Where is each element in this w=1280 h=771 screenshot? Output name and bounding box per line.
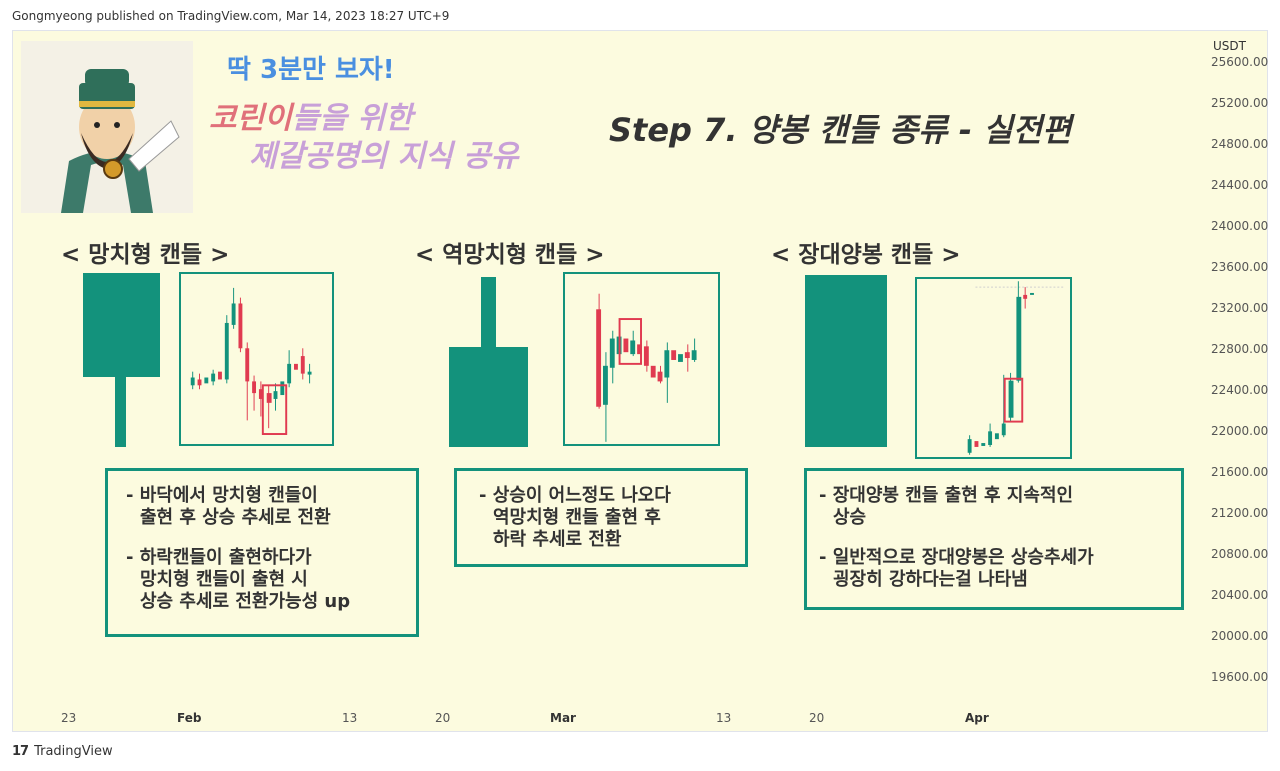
price-tick: 22000.00 [1211, 424, 1269, 438]
hammer-example-chart [179, 272, 334, 446]
publisher-line: Gongmyeong published on TradingView.com,… [12, 9, 450, 23]
price-tick: 20400.00 [1211, 588, 1269, 602]
inverted-hammer-body-shape [449, 347, 528, 447]
mini-candles [190, 287, 312, 429]
price-tick: 20000.00 [1211, 629, 1269, 643]
note-line: 상승 추세로 전환가능성 up [140, 591, 351, 612]
price-unit: USDT [1213, 39, 1246, 53]
price-tick: 23200.00 [1211, 301, 1269, 315]
time-tick: 20 [809, 711, 825, 725]
note-line: 상승 [833, 507, 867, 528]
note-line: - 장대양봉 캔들 출현 후 지속적인 [819, 485, 1074, 506]
time-tick: 20 [435, 711, 451, 725]
price-tick: 24800.00 [1211, 137, 1269, 151]
note-line: - 일반적으로 장대양봉은 상승추세가 [819, 547, 1094, 568]
note-line: - 상승이 어느정도 나오다 [479, 485, 671, 506]
time-tick: Mar [550, 711, 576, 725]
section-heading-hammer: < 망치형 캔들 > [61, 242, 230, 268]
long-bullish-highlight-box [1003, 377, 1024, 423]
subtitle-beginners-red: 코린이 [209, 101, 292, 136]
inverted-hammer-notes-box: - 상승이 어느정도 나오다 역망치형 캔들 출현 후 하락 추세로 전환 [454, 468, 748, 567]
inverted-hammer-example-chart [563, 272, 720, 446]
price-tick: 24000.00 [1211, 219, 1269, 233]
note-line: 굉장히 강하다는걸 나타냄 [833, 569, 1028, 590]
price-tick: 21200.00 [1211, 506, 1269, 520]
inverted-hammer-wick-shape [481, 277, 496, 347]
subtitle-beginners-rest: 들을 위한 [291, 101, 413, 136]
price-axis[interactable]: USDT 25600.00 25200.00 24800.00 24400.00… [1203, 31, 1269, 733]
step-title: Step 7. 양봉 캔들 종류 - 실전편 [609, 111, 1072, 149]
note-line: - 하락캔들이 출현하다가 [126, 547, 312, 568]
price-tick: 23600.00 [1211, 260, 1269, 274]
hammer-highlight-box [261, 384, 288, 435]
subtitle-3min: 딱 3분만 보자! [227, 55, 395, 85]
time-tick: Feb [177, 711, 202, 725]
long-bullish-example-chart [915, 277, 1072, 459]
note-line: - 바닥에서 망치형 캔들이 [126, 485, 318, 506]
section-heading-long-bullish: < 장대양봉 캔들 > [771, 242, 961, 268]
price-tick: 20800.00 [1211, 547, 1269, 561]
hammer-body-shape [83, 273, 160, 377]
tradingview-logo-icon: 17 [12, 744, 29, 759]
price-tick: 25600.00 [1211, 55, 1269, 69]
chart-pane[interactable]: 딱 3분만 보자! 코린이들을 위한 제갈공명의 지식 공유 Step 7. 양… [12, 30, 1268, 732]
price-tick: 22400.00 [1211, 383, 1269, 397]
price-tick: 19600.00 [1211, 670, 1269, 684]
note-line: 망치형 캔들이 출현 시 [140, 569, 308, 590]
subtitle-knowledge-share: 제갈공명의 지식 공유 [249, 139, 519, 174]
subtitle-beginners: 코린이들을 위한 [209, 93, 413, 137]
note-line: 역망치형 캔들 출현 후 [493, 507, 661, 528]
time-tick: 13 [716, 711, 732, 725]
note-line: 출현 후 상승 추세로 전환 [140, 507, 331, 528]
time-tick: 23 [61, 711, 77, 725]
inverted-hammer-highlight-box [618, 318, 642, 365]
footer-brand[interactable]: TradingView [34, 744, 113, 759]
zhuge-liang-avatar-icon [21, 41, 193, 213]
price-tick: 25200.00 [1211, 96, 1269, 110]
long-bullish-body-shape [805, 275, 887, 447]
time-tick: 13 [342, 711, 358, 725]
long-bullish-notes-box: - 장대양봉 캔들 출현 후 지속적인 상승 - 일반적으로 장대양봉은 상승추… [804, 468, 1184, 610]
time-axis[interactable]: 23 Feb 13 20 Mar 13 20 Apr [13, 711, 1203, 733]
hammer-wick-shape [115, 377, 126, 447]
hammer-notes-box: - 바닥에서 망치형 캔들이 출현 후 상승 추세로 전환 - 하락캔들이 출현… [105, 468, 419, 637]
time-tick: Apr [965, 711, 989, 725]
price-tick: 22800.00 [1211, 342, 1269, 356]
mini-candles [596, 293, 697, 442]
mini-candles [967, 281, 1034, 455]
footer: 17 TradingView [12, 744, 113, 759]
note-line: 하락 추세로 전환 [493, 529, 622, 550]
price-tick: 24400.00 [1211, 178, 1269, 192]
price-tick: 21600.00 [1211, 465, 1269, 479]
section-heading-inverted-hammer: < 역망치형 캔들 > [415, 242, 605, 268]
